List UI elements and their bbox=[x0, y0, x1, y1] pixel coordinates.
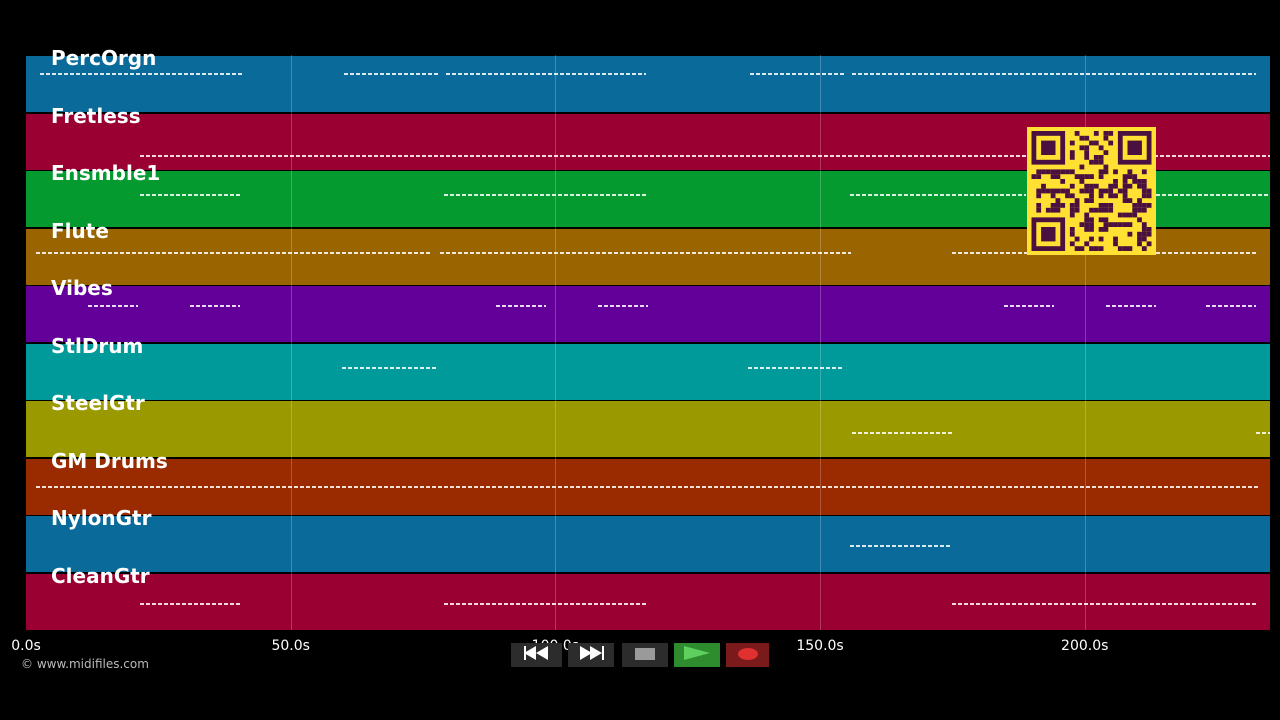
play-button[interactable] bbox=[674, 643, 720, 667]
track-label: NylonGtr bbox=[51, 506, 152, 530]
track-label: GM Drums bbox=[51, 448, 168, 473]
track-label: Vibes bbox=[51, 276, 113, 300]
track-label: Ensmble1 bbox=[51, 161, 161, 185]
time-gridline bbox=[290, 55, 292, 630]
note-block bbox=[750, 73, 844, 75]
note-block bbox=[344, 73, 438, 75]
time-gridline bbox=[555, 55, 557, 630]
copyright-text: © www.midifiles.com bbox=[21, 657, 149, 671]
note-block bbox=[36, 251, 431, 254]
note-block bbox=[748, 366, 844, 369]
track-label: Flute bbox=[51, 218, 109, 243]
note-block bbox=[36, 485, 1258, 488]
note-block bbox=[1206, 305, 1256, 307]
note-block bbox=[852, 432, 952, 434]
note-block bbox=[1004, 305, 1054, 307]
track-lane[interactable]: Vibes bbox=[26, 276, 1270, 342]
rewind-icon bbox=[523, 646, 550, 664]
note-block bbox=[40, 73, 242, 75]
record-button[interactable] bbox=[726, 643, 769, 667]
fast-forward-button[interactable] bbox=[568, 643, 614, 667]
note-block bbox=[444, 602, 648, 605]
track-lane[interactable]: NylonGtr bbox=[26, 506, 1270, 572]
track-label: StlDrum bbox=[51, 333, 144, 358]
track-label: CleanGtr bbox=[51, 563, 150, 588]
note-block bbox=[444, 194, 646, 196]
track-label: Fretless bbox=[51, 103, 141, 128]
time-gridline bbox=[820, 55, 822, 630]
note-block bbox=[496, 305, 546, 307]
note-block bbox=[190, 305, 240, 307]
note-block bbox=[342, 366, 438, 369]
note-block bbox=[88, 305, 138, 307]
note-block bbox=[850, 545, 952, 547]
note-block bbox=[598, 305, 648, 307]
note-block bbox=[440, 251, 851, 254]
qr-code bbox=[1027, 127, 1156, 255]
time-tick-label: 0.0s bbox=[11, 638, 41, 654]
note-block bbox=[1256, 432, 1270, 434]
track-lane[interactable]: PercOrgn bbox=[26, 46, 1270, 112]
time-tick-label: 50.0s bbox=[271, 638, 310, 654]
stop-icon bbox=[635, 646, 655, 664]
time-tick-label: 150.0s bbox=[796, 638, 844, 654]
note-block bbox=[140, 194, 241, 196]
qr-code-image bbox=[1031, 131, 1152, 251]
note-block bbox=[952, 602, 1258, 605]
note-block bbox=[852, 73, 1256, 75]
note-block bbox=[140, 154, 1270, 157]
stop-button[interactable] bbox=[622, 643, 668, 667]
time-gridline bbox=[1084, 55, 1086, 630]
record-icon bbox=[737, 646, 758, 664]
time-tick-label: 200.0s bbox=[1061, 638, 1109, 654]
note-block bbox=[1156, 194, 1270, 196]
track-lane[interactable]: CleanGtr bbox=[26, 564, 1270, 630]
track-lane[interactable]: StlDrum bbox=[26, 334, 1270, 400]
track-lane[interactable]: SteelGtr bbox=[26, 391, 1270, 457]
track-label: PercOrgn bbox=[51, 46, 157, 70]
rewind-button[interactable] bbox=[511, 643, 562, 667]
note-block bbox=[1106, 305, 1156, 307]
play-icon bbox=[684, 646, 710, 664]
note-block bbox=[446, 73, 646, 75]
track-label: SteelGtr bbox=[51, 391, 145, 415]
note-block bbox=[850, 194, 1026, 196]
note-block bbox=[140, 602, 242, 605]
piano-roll[interactable]: PercOrgn Fretless Ensmble1 Flute Vibes StlDru… bbox=[26, 46, 1270, 630]
fast-forward-icon bbox=[578, 646, 604, 664]
